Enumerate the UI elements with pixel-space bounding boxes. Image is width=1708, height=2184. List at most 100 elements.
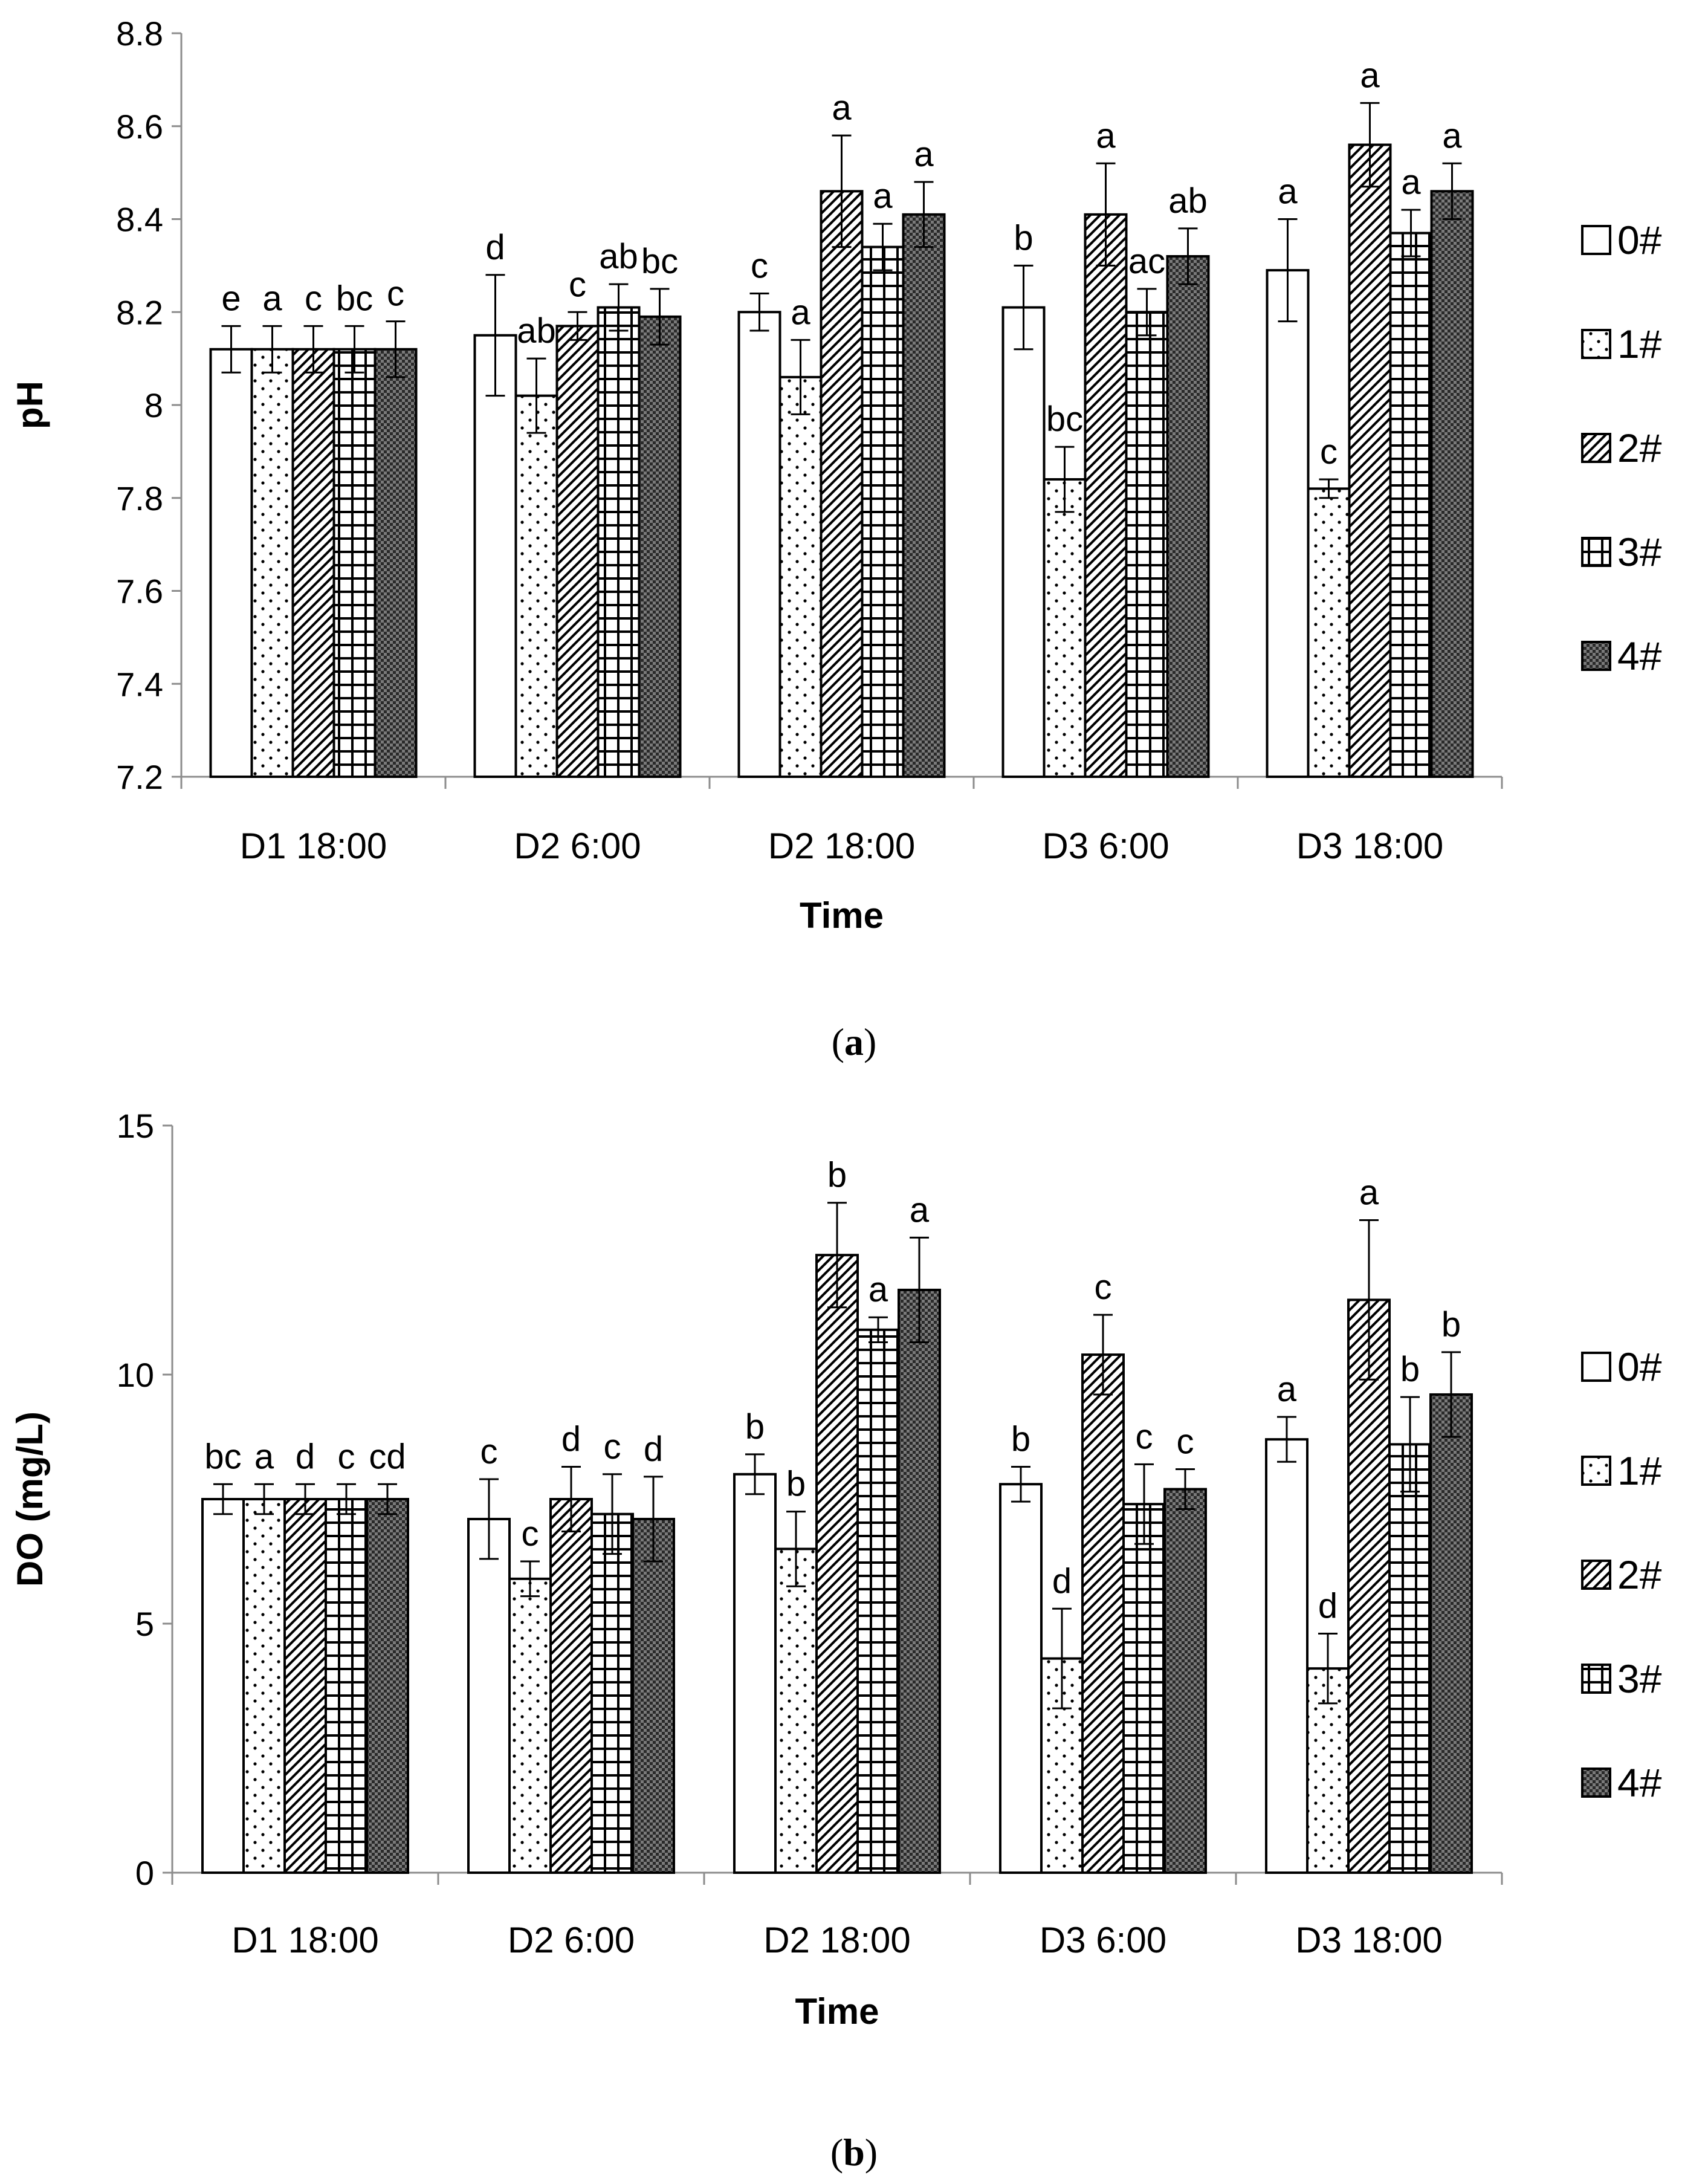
- significance-label: c: [338, 1437, 355, 1476]
- legend-swatch: [1581, 1560, 1611, 1590]
- bar-1: [774, 1547, 818, 1874]
- legend-swatch: [1581, 433, 1611, 463]
- y-tick-label: 5: [135, 1605, 154, 1643]
- bar-4: [632, 1517, 675, 1874]
- significance-label: a: [1401, 163, 1421, 202]
- significance-label: d: [296, 1437, 315, 1476]
- bar-2: [820, 190, 864, 778]
- legend-label: 1#: [1617, 322, 1662, 366]
- legend-item: 2#: [1581, 426, 1662, 470]
- y-tick-label: 8.6: [116, 108, 163, 146]
- significance-label: c: [569, 265, 586, 304]
- significance-label: a: [1360, 56, 1380, 95]
- bar-3: [325, 1498, 368, 1874]
- bar-1: [242, 1498, 286, 1874]
- bar-1: [1043, 478, 1087, 778]
- significance-label: b: [745, 1407, 765, 1447]
- bar-3: [856, 1328, 900, 1875]
- bar-1: [1307, 487, 1351, 778]
- significance-label: a: [254, 1437, 274, 1476]
- legend-item: 1#: [1581, 322, 1662, 366]
- legend-swatch: [1581, 537, 1611, 567]
- legend-swatch: [1581, 641, 1611, 671]
- bar-4: [1430, 190, 1474, 778]
- x-tick-label: D2 6:00: [508, 1920, 635, 1960]
- legend-label: 0#: [1617, 218, 1662, 262]
- y-axis-title: DO (mg/L): [10, 1411, 50, 1587]
- bar-3: [1125, 311, 1169, 778]
- y-tick-label: 7.2: [116, 758, 163, 796]
- bar-2: [815, 1254, 859, 1874]
- legend-item: 3#: [1581, 1656, 1662, 1701]
- bar-0: [737, 311, 781, 778]
- bar-3: [1389, 232, 1433, 778]
- significance-label: ab: [599, 237, 638, 276]
- significance-label: d: [485, 228, 505, 267]
- y-tick-label: 8: [144, 386, 163, 424]
- y-tick-label: 7.6: [116, 572, 163, 611]
- bar-0: [467, 1517, 511, 1874]
- legend-label: 2#: [1617, 426, 1662, 470]
- significance-label: c: [305, 279, 322, 318]
- bar-4: [1163, 1488, 1207, 1874]
- significance-label: c: [387, 274, 404, 314]
- y-axis-title: pH: [10, 381, 50, 429]
- bar-4: [1429, 1393, 1473, 1874]
- legend-item: 4#: [1581, 633, 1662, 678]
- x-tick-label: D3 6:00: [1040, 1920, 1166, 1960]
- significance-label: c: [1177, 1422, 1194, 1462]
- significance-label: a: [791, 293, 810, 332]
- chart-panel-do: 0 5 10 15 D1 18:00 D2 6:00 D2 18:00 D3 6:00 D3 1…: [10, 1107, 1662, 2032]
- y-tick-label: 10: [117, 1356, 154, 1394]
- significance-label: b: [1011, 1419, 1030, 1459]
- legend-label: 3#: [1617, 1656, 1662, 1701]
- bar-3: [597, 306, 641, 778]
- significance-label: d: [1052, 1561, 1072, 1601]
- bar-4: [366, 1498, 409, 1874]
- significance-label: b: [827, 1156, 847, 1195]
- bar-0: [201, 1498, 245, 1874]
- legend-swatch: [1581, 329, 1611, 359]
- significance-label: cd: [369, 1437, 406, 1476]
- bar-1: [250, 348, 294, 778]
- legend-swatch: [1581, 1664, 1611, 1694]
- x-tick-label: D3 6:00: [1042, 826, 1169, 866]
- significance-label: a: [832, 88, 852, 128]
- y-tick-label: 15: [117, 1107, 154, 1145]
- bar-0: [1265, 1438, 1308, 1875]
- legend-item: 2#: [1581, 1552, 1662, 1597]
- significance-label: bc: [204, 1437, 241, 1476]
- bar-0: [999, 1483, 1043, 1874]
- bar-3: [590, 1512, 634, 1874]
- y-tick-label: 7.4: [116, 665, 163, 703]
- significance-label: d: [644, 1430, 663, 1469]
- y-tick-label: 0: [135, 1854, 154, 1892]
- bar-0: [473, 334, 517, 778]
- significance-label: ab: [517, 311, 556, 351]
- caption-b: (b): [830, 2131, 878, 2174]
- significance-label: a: [1096, 116, 1116, 155]
- significance-label: c: [1136, 1417, 1153, 1456]
- caption-a: (a): [832, 1020, 877, 1063]
- significance-label: b: [1014, 218, 1033, 258]
- bar-4: [374, 348, 418, 778]
- x-tick-label: D1 18:00: [240, 826, 387, 866]
- bar-1: [508, 1577, 552, 1875]
- significance-label: a: [914, 135, 934, 174]
- significance-label: d: [1318, 1586, 1338, 1625]
- bar-3: [1122, 1503, 1166, 1874]
- significance-label: a: [910, 1190, 930, 1230]
- legend-item: 4#: [1581, 1760, 1662, 1805]
- significance-label: c: [522, 1514, 539, 1554]
- x-axis-title: Time: [800, 895, 884, 936]
- x-axis-title: Time: [795, 1991, 879, 2032]
- bar-2: [549, 1498, 593, 1874]
- x-tick-label: D2 18:00: [768, 826, 916, 866]
- significance-label: a: [262, 279, 282, 318]
- significance-label: d: [561, 1419, 581, 1459]
- significance-label: e: [221, 279, 241, 318]
- bar-2: [555, 325, 600, 778]
- bar-0: [1001, 306, 1046, 778]
- bar-2: [1081, 1353, 1125, 1875]
